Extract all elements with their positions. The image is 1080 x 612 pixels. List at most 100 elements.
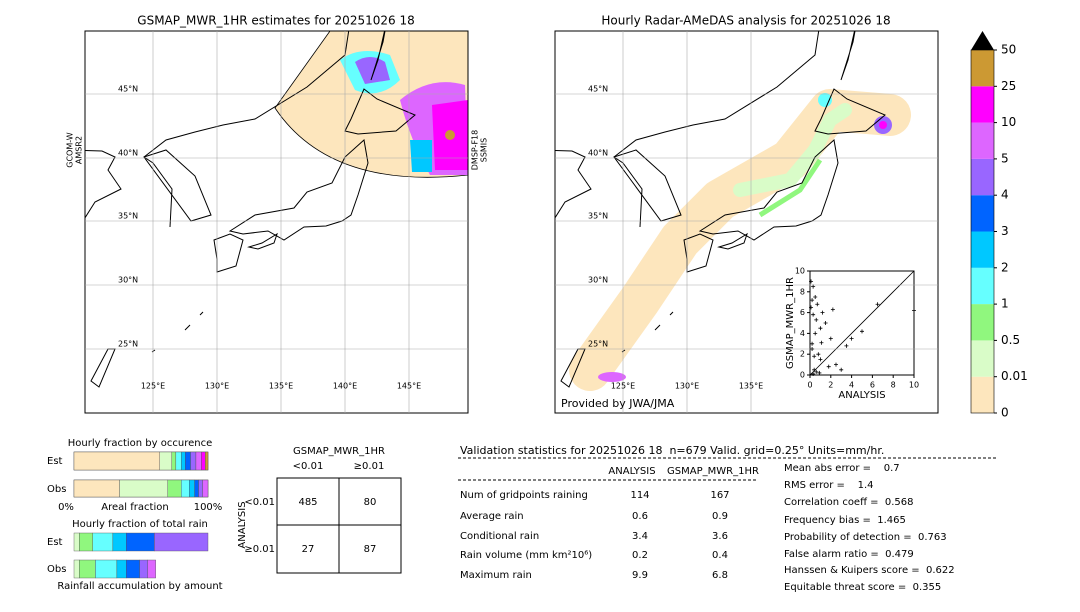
fraction-segment: [180, 479, 190, 498]
lon-label: 130°E: [205, 382, 229, 391]
colorbar-bin: [971, 376, 994, 413]
y-tick-label: 6: [800, 308, 805, 317]
score: Hanssen & Kuipers score = 0.622: [784, 565, 955, 576]
colorbar-extend: [971, 31, 994, 50]
fraction-segment: [73, 451, 160, 471]
scatter-point: [844, 343, 849, 348]
y-tick-label: 10: [795, 267, 805, 276]
scatter-point: [834, 362, 838, 367]
map-title: GSMAP_MWR_1HR estimates for 20251026 18: [137, 14, 414, 28]
colorbar-bin: [971, 158, 994, 196]
scatter-point: [812, 354, 817, 359]
row-label: Est: [47, 537, 63, 548]
col-label: <0.01: [293, 461, 324, 472]
fraction-segment: [175, 451, 182, 471]
lat-label: 45°N: [118, 85, 138, 94]
row-label: ≥0.01: [244, 544, 275, 555]
scatter-point: [820, 310, 825, 315]
lon-label: 130°E: [675, 382, 699, 391]
fraction-segment: [202, 479, 209, 498]
row-label: Obs: [47, 484, 66, 495]
lon-label: 125°E: [611, 382, 635, 391]
score: Mean abs error = 0.7: [784, 463, 900, 474]
colorbar-bin: [971, 50, 994, 87]
score: False alarm ratio = 0.479: [784, 549, 914, 560]
scatter-point: [815, 302, 820, 307]
x-tick-label: 4: [849, 381, 854, 390]
rain-area: [445, 130, 455, 140]
stat-label: Num of gridpoints raining: [460, 490, 588, 501]
colorbar-label: 0.01: [1001, 369, 1028, 383]
rain-area: [879, 121, 887, 129]
satellite-label: GCOM-W: [66, 132, 75, 168]
y-tick-label: 8: [800, 287, 805, 296]
stat-label: Average rain: [460, 511, 524, 522]
colorbar-label: 0.5: [1001, 333, 1020, 347]
fraction-segment: [180, 451, 186, 471]
scatter-point: [849, 336, 854, 341]
lon-label: 125°E: [141, 382, 165, 391]
fraction-segment: [92, 532, 114, 552]
rain-area: [598, 372, 626, 382]
rain-area: [733, 103, 852, 197]
axis-label: 100%: [194, 502, 223, 513]
map-title: Hourly Radar-AMeDAS analysis for 2025102…: [601, 14, 890, 28]
scatter-point: [814, 317, 819, 322]
column-header: GSMAP_MWR_1HR: [667, 466, 759, 477]
scatter-point: [811, 371, 816, 376]
fraction-segment: [167, 479, 182, 498]
x-tick-label: 0: [807, 381, 812, 390]
stat-label: Conditional rain: [460, 531, 539, 542]
scatter-point: [809, 279, 814, 284]
fraction-segment: [139, 559, 148, 579]
scatter-point: [860, 329, 864, 334]
scatter-point: [810, 347, 815, 351]
scatter-point: [823, 321, 828, 325]
colorbar-label: 10: [1001, 115, 1016, 129]
stat-value: 0.9: [712, 511, 728, 522]
lat-label: 30°N: [118, 276, 138, 285]
stat-value: 9.9: [632, 570, 648, 581]
lon-label: 135°E: [269, 382, 293, 391]
y-axis-title: GSMAP_MWR_1HR: [785, 277, 796, 369]
scatter-point: [813, 331, 818, 336]
panel-title: Hourly fraction of total rain: [72, 519, 208, 530]
scatter-point: [809, 305, 814, 310]
lat-label: 40°N: [118, 149, 138, 158]
map-frame: [554, 30, 939, 414]
fraction-segment: [185, 451, 191, 471]
map-frame: [84, 30, 469, 414]
colorbar-bin: [971, 122, 994, 159]
colorbar-bin: [971, 195, 994, 232]
colorbar-bin: [971, 86, 994, 123]
diagonal: [809, 270, 915, 376]
scatter-point: [830, 307, 835, 312]
colorbar-bin: [971, 304, 994, 341]
fraction-segment: [73, 532, 80, 552]
x-tick-label: 10: [909, 381, 919, 390]
satellite-label: SSMIS: [480, 138, 489, 163]
stat-value: 114: [630, 490, 649, 501]
satellite-label: DMSP-F18: [471, 130, 480, 170]
colorbar-label: 25: [1001, 79, 1016, 93]
radar-coverage: [569, 89, 911, 391]
colorbar-label: 5: [1001, 151, 1009, 165]
table-title: GSMAP_MWR_1HR: [293, 446, 385, 457]
panel-title: Hourly fraction by occurence: [68, 438, 212, 449]
fraction-segment: [79, 559, 96, 579]
rain-area: [758, 158, 823, 218]
row-label: Est: [47, 456, 63, 467]
x-axis-title: ANALYSIS: [838, 390, 885, 401]
colorbar-label: 2: [1001, 260, 1009, 274]
stat-value: 0.4: [712, 550, 728, 561]
fraction-segment: [198, 479, 203, 498]
table-cell: 80: [364, 497, 377, 508]
satellite-label: AMSR2: [75, 136, 84, 164]
scatter-point: [817, 370, 822, 375]
y-tick-label: 4: [800, 329, 805, 338]
x-tick-label: 2: [828, 381, 833, 390]
stat-value: 167: [710, 490, 729, 501]
colorbar-bin: [971, 340, 994, 377]
stat-value: 6.8: [712, 570, 728, 581]
panel-footer: Rainfall accumulation by amount: [57, 581, 222, 592]
